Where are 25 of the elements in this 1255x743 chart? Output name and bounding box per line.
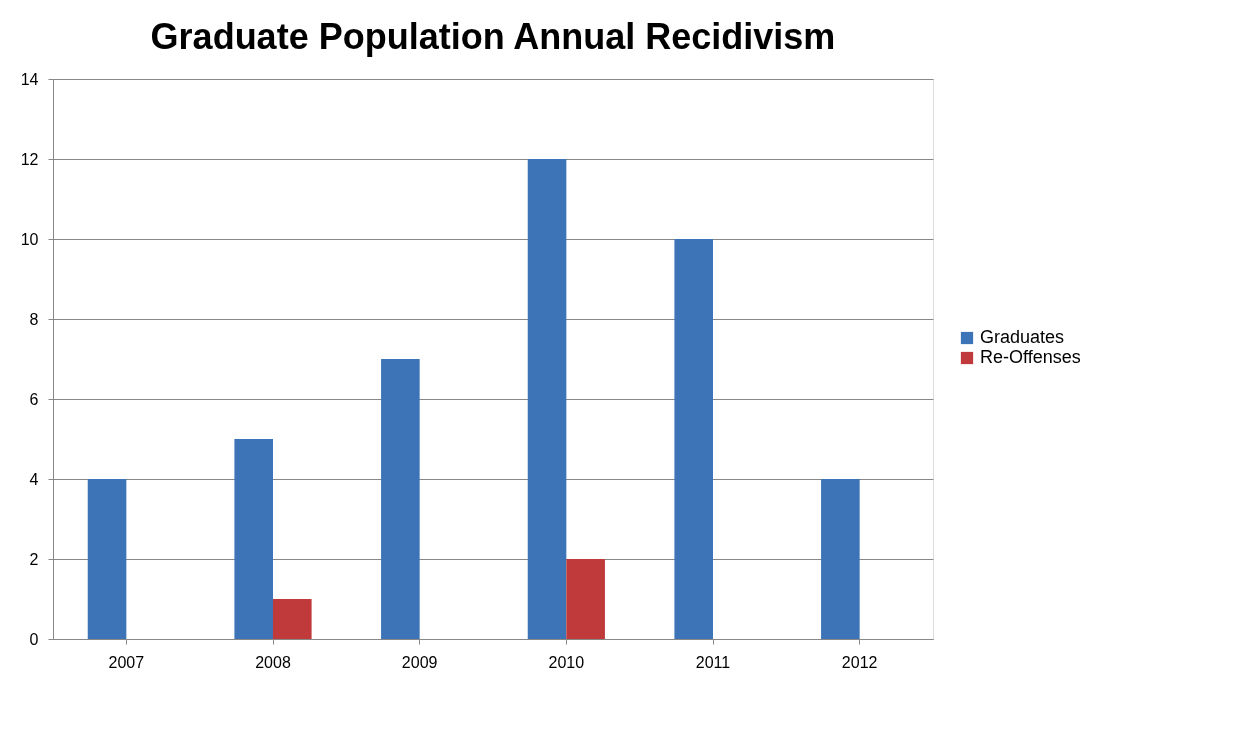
- x-tick-label: 2010: [548, 653, 585, 671]
- y-tick-label: 14: [20, 70, 39, 88]
- legend-label: Re-Offenses: [980, 347, 1081, 367]
- y-tick-label: 4: [29, 470, 39, 488]
- x-tick-label: 2011: [695, 653, 731, 671]
- x-tick-label: 2012: [841, 653, 878, 671]
- y-tick-label: 10: [20, 230, 39, 248]
- bar: [381, 359, 420, 639]
- bar: [674, 239, 713, 639]
- legend-label: Graduates: [980, 327, 1065, 347]
- y-tick-label: 6: [29, 390, 39, 408]
- y-tick-label: 8: [29, 310, 39, 328]
- bar: [273, 599, 312, 639]
- x-tick-label: 2008: [255, 653, 291, 671]
- bar: [234, 439, 273, 639]
- y-tick-label: 12: [20, 150, 39, 168]
- bar: [566, 559, 605, 639]
- y-tick-label: 2: [29, 550, 39, 568]
- bar: [821, 479, 860, 639]
- bar: [87, 479, 127, 639]
- bar: [527, 159, 567, 639]
- x-tick-label: 2009: [401, 653, 438, 671]
- chart-title: Graduate Population Annual Recidivism: [150, 16, 836, 57]
- y-tick-label: 0: [29, 630, 39, 648]
- x-tick-label: 2007: [108, 653, 145, 671]
